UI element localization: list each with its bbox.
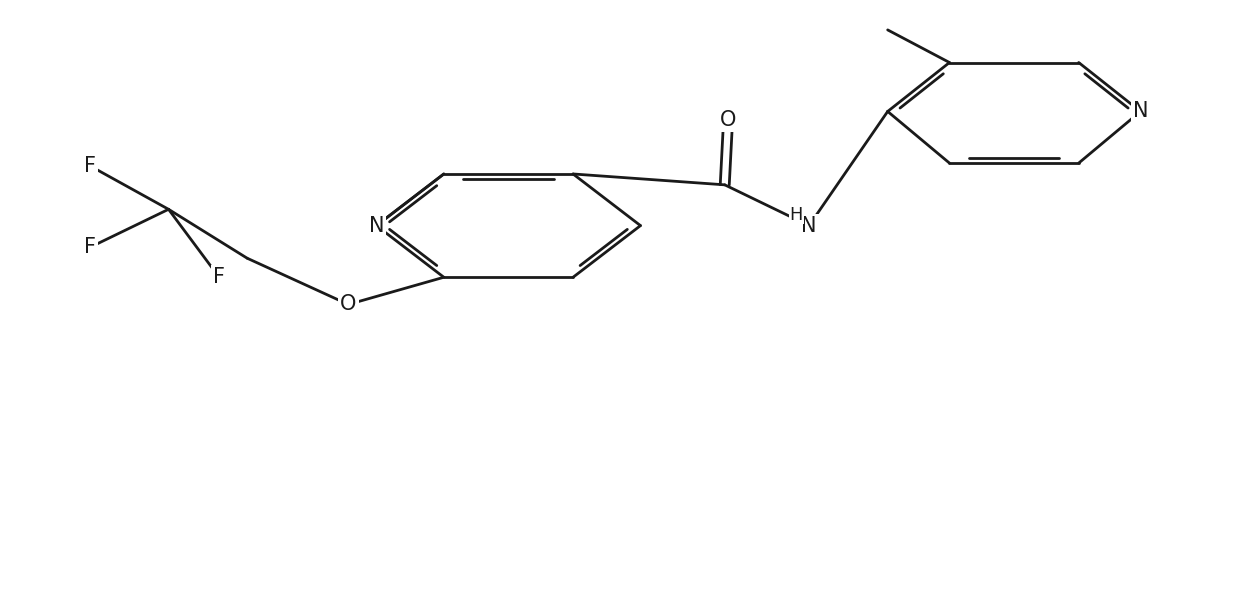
Text: H: H	[790, 206, 802, 224]
Text: N: N	[1132, 102, 1148, 121]
Text: O: O	[340, 294, 356, 315]
Text: F: F	[84, 156, 96, 176]
Text: F: F	[213, 267, 225, 287]
Text: N: N	[368, 216, 384, 236]
Text: F: F	[84, 237, 96, 257]
Text: N: N	[801, 216, 817, 236]
Text: O: O	[719, 109, 737, 130]
